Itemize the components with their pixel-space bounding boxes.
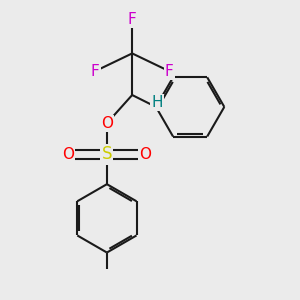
- Text: H: H: [152, 95, 163, 110]
- Text: F: F: [165, 64, 174, 79]
- Text: S: S: [102, 146, 112, 164]
- Text: F: F: [128, 12, 136, 27]
- Text: O: O: [101, 116, 113, 131]
- Text: F: F: [91, 64, 99, 79]
- Text: O: O: [140, 147, 152, 162]
- Text: O: O: [62, 147, 74, 162]
